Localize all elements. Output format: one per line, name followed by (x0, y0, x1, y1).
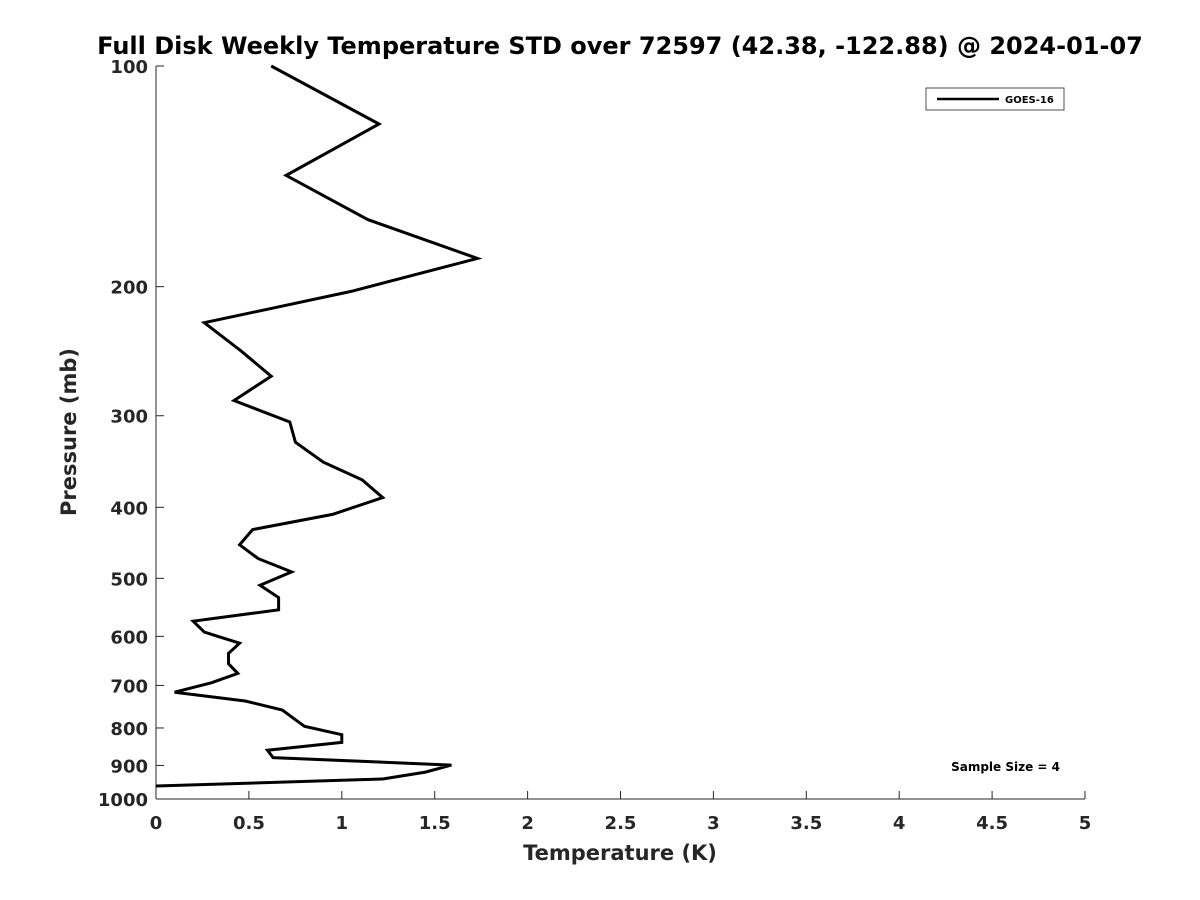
series-line-goes-16 (155, 64, 483, 788)
x-tick-label: 2 (521, 813, 534, 834)
sample-size-annotation: Sample Size = 4 (951, 760, 1060, 774)
x-tick-label: 0.5 (233, 813, 265, 834)
y-ticks: 100 200 300 400 500 600 700 800 900 1000 (98, 57, 164, 811)
x-tick-label: 3.5 (790, 813, 822, 834)
y-tick-label: 300 (110, 407, 148, 428)
y-tick-label: 800 (110, 719, 148, 740)
x-tick-label: 1.5 (419, 813, 451, 834)
x-tick-label: 4.5 (976, 813, 1008, 834)
x-tick-label: 2.5 (605, 813, 637, 834)
x-tick-label: 0 (150, 813, 163, 834)
y-tick-label: 900 (110, 756, 148, 777)
y-tick-label: 400 (110, 498, 148, 519)
x-tick-label: 5 (1079, 813, 1092, 834)
chart-title: Full Disk Weekly Temperature STD over 72… (97, 32, 1143, 60)
y-tick-label: 700 (110, 676, 148, 697)
x-tick-label: 3 (707, 813, 720, 834)
y-tick-label: 100 (110, 57, 148, 78)
x-tick-label: 4 (893, 813, 906, 834)
y-tick-label: 600 (110, 627, 148, 648)
y-tick-label: 500 (110, 569, 148, 590)
legend: GOES-16 (925, 87, 1065, 111)
x-ticks: 0 0.5 1 1.5 2 2.5 3 3.5 4 4.5 5 (150, 791, 1092, 834)
x-axis-label: Temperature (K) (523, 841, 717, 865)
y-tick-label: 1000 (98, 790, 148, 811)
x-tick-label: 1 (336, 813, 349, 834)
y-axis-label: Pressure (mb) (57, 348, 81, 516)
legend-entry-goes-16: GOES-16 (1005, 95, 1054, 106)
y-tick-label: 200 (110, 278, 148, 299)
series-layer (155, 64, 483, 788)
